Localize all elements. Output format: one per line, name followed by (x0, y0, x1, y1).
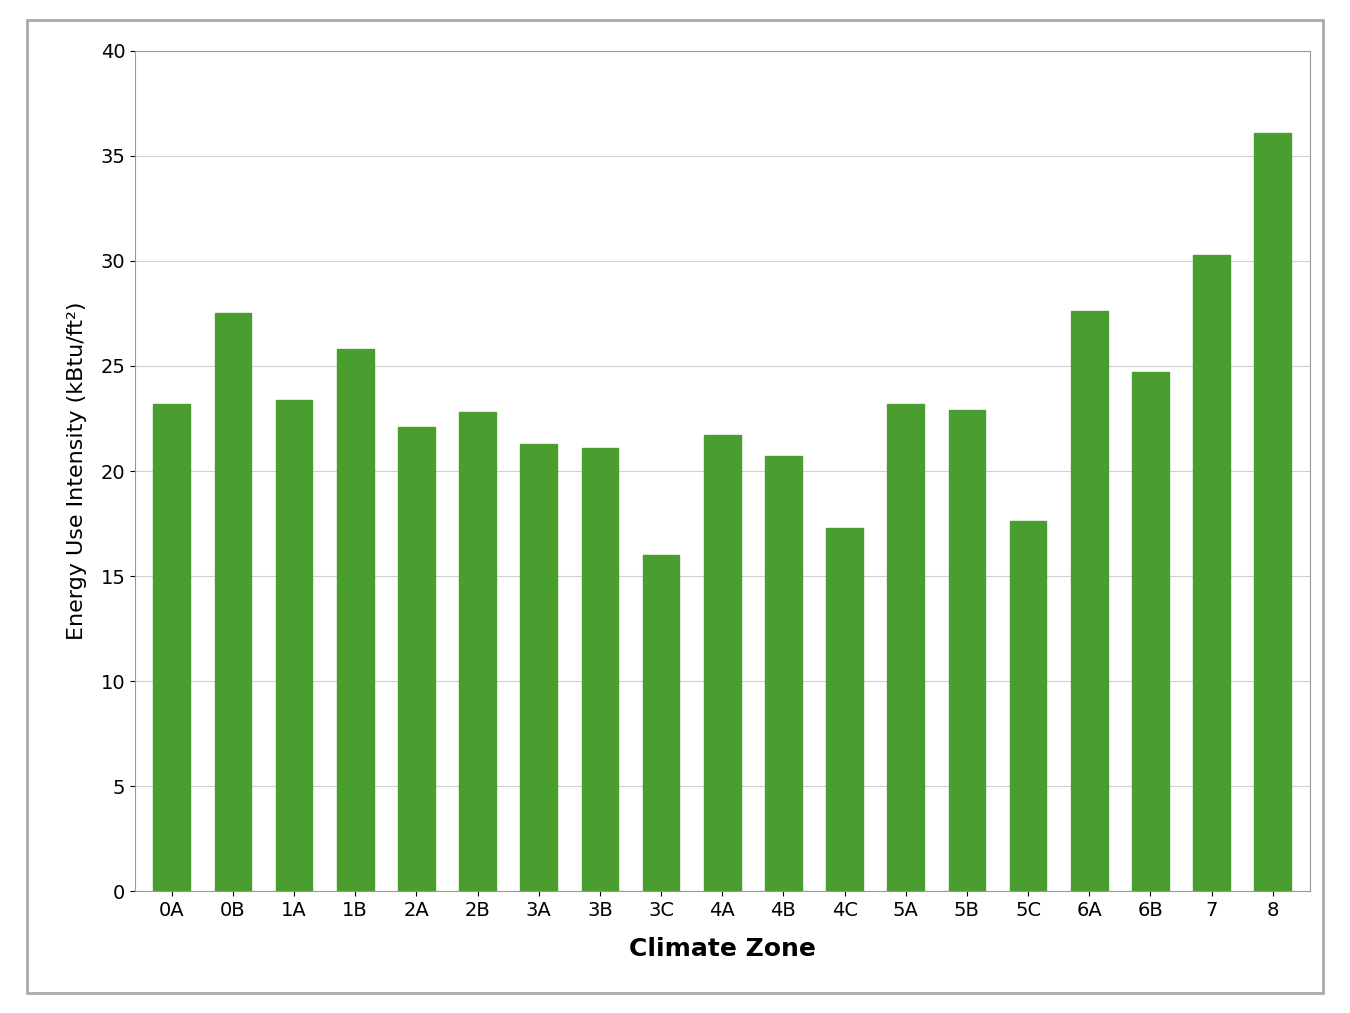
Bar (338, 349, 374, 891)
Bar (398, 426, 435, 891)
Bar (643, 555, 679, 891)
Bar (949, 410, 986, 891)
Bar (215, 313, 251, 891)
Bar (459, 412, 495, 891)
Bar (275, 399, 312, 891)
Bar (887, 404, 925, 891)
Bar (1193, 254, 1230, 891)
Bar (1133, 372, 1169, 891)
Bar (703, 436, 741, 891)
Bar (1010, 522, 1046, 891)
Bar (1071, 311, 1107, 891)
Bar (582, 448, 618, 891)
Y-axis label: Energy Use Intensity (kBtu/ft²): Energy Use Intensity (kBtu/ft²) (66, 302, 86, 640)
Bar (520, 444, 558, 891)
Bar (765, 456, 802, 891)
X-axis label: Climate Zone: Climate Zone (629, 937, 815, 960)
Bar (1254, 133, 1291, 891)
Bar (154, 404, 190, 891)
Bar (826, 528, 863, 891)
